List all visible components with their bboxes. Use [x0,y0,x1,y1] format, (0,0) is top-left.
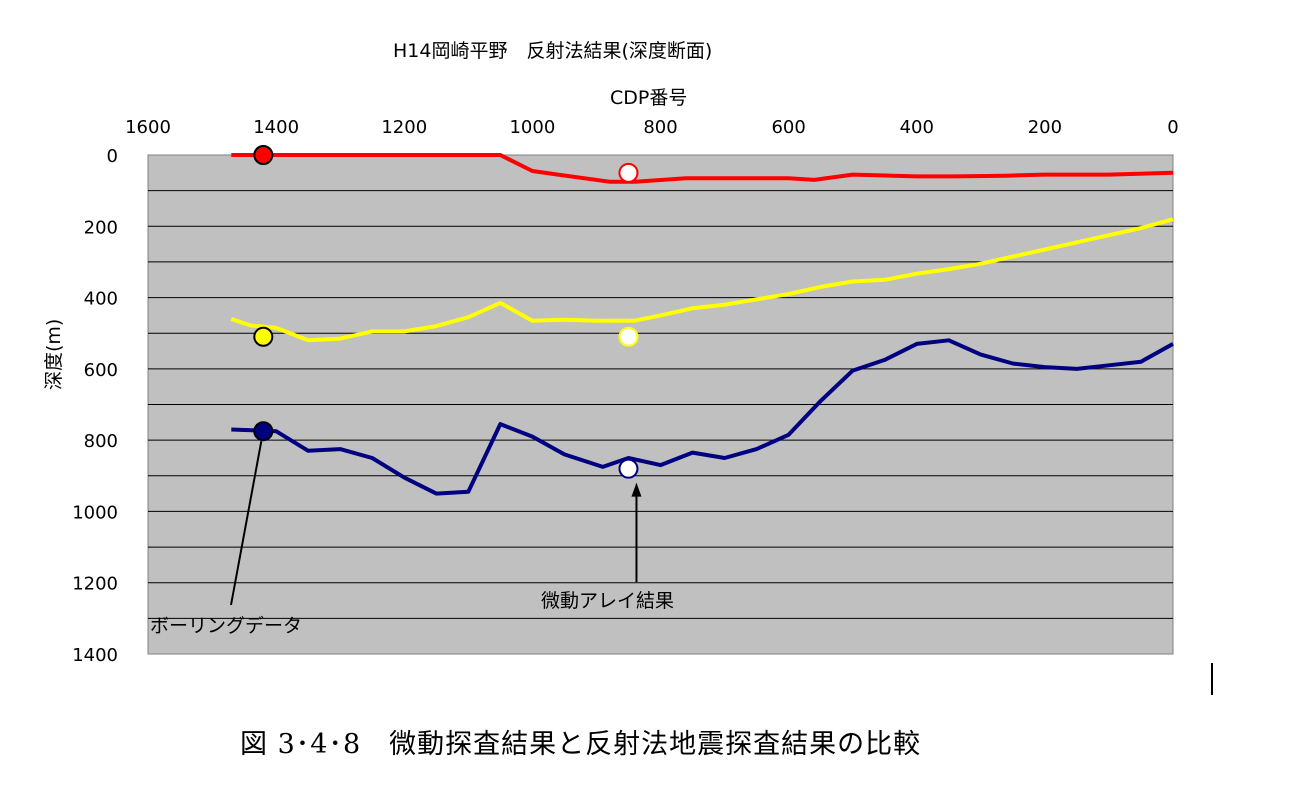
x-tick-label: 600 [771,117,805,138]
series-line-3 [231,338,1174,496]
y-tick-label: 800 [84,431,118,452]
series-line-2 [230,217,1174,343]
chart-title: H14岡崎平野 反射法結果(深度断面) [393,40,712,62]
markers [253,145,639,479]
x-tick-label: 1600 [125,117,171,138]
y-tick-label: 1200 [72,574,118,595]
series-line-1 [231,153,1174,184]
annotation-line-boring [230,441,263,606]
y-tick-label: 200 [84,217,118,238]
text-cursor [1211,663,1213,695]
figure-caption: 図 3･4･8 微動探査結果と反射法地震探査結果の比較 [240,729,922,760]
annotation-label-boring: ボーリングデータ [150,615,302,637]
x-tick-labels: 1600 1400 1200 1000 800 600 400 200 0 [125,117,1179,138]
y-tick-labels: 0 200 400 600 800 1000 1200 1400 [72,146,118,666]
x-tick-label: 400 [900,117,934,138]
y-axis-label: 深度(m) [43,319,65,390]
y-tick-label: 600 [84,360,118,381]
annotation-label-array: 微動アレイ結果 [541,590,674,612]
x-tick-label: 0 [1167,117,1178,138]
x-tick-label: 200 [1028,117,1062,138]
marker-point-1 [253,145,274,165]
marker-point-4 [618,162,639,183]
gridlines [148,190,1173,619]
x-tick-label: 1200 [381,117,427,138]
y-tick-label: 0 [107,146,118,167]
x-tick-label: 1000 [509,117,555,138]
y-tick-label: 400 [84,289,118,310]
marker-point-5 [618,326,639,347]
depth-section-chart: H14岡崎平野 反射法結果(深度断面) CDP番号 深度(m) 1600 1400… [43,40,1179,666]
x-axis-label: CDP番号 [610,87,687,109]
marker-point-6 [618,458,639,479]
annotation-arrowhead-array [631,482,642,497]
annotations: ボーリングデータ 微動アレイ結果 [150,441,674,637]
marker-point-2 [253,326,274,347]
marker-point-3 [253,421,274,442]
x-tick-label: 800 [643,117,677,138]
x-tick-label: 1400 [253,117,299,138]
series-lines [230,153,1174,496]
y-tick-label: 1000 [72,502,118,523]
y-tick-label: 1400 [72,645,118,666]
